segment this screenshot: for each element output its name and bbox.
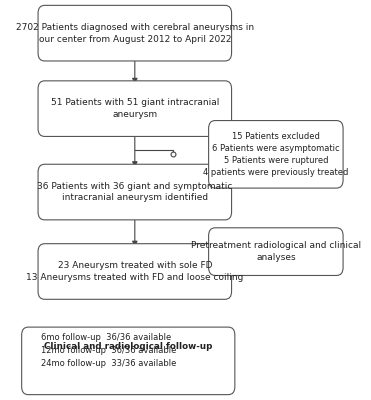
Text: 24mo follow-up  33/36 available: 24mo follow-up 33/36 available [41, 359, 177, 368]
FancyBboxPatch shape [209, 120, 343, 188]
Text: 6mo follow-up  36/36 available: 6mo follow-up 36/36 available [41, 333, 172, 342]
Text: 2702 Patients diagnosed with cerebral aneurysms in
our center from August 2012 t: 2702 Patients diagnosed with cerebral an… [16, 23, 254, 44]
Text: Pretreatment radiological and clinical
analyses: Pretreatment radiological and clinical a… [191, 241, 361, 262]
Text: 15 Patients excluded
6 Patients were asymptomatic
5 Patients were ruptured
4 pat: 15 Patients excluded 6 Patients were asy… [203, 132, 348, 176]
FancyBboxPatch shape [38, 5, 232, 61]
Text: Clinical and radiological follow-up: Clinical and radiological follow-up [44, 342, 213, 351]
FancyBboxPatch shape [209, 228, 343, 276]
FancyBboxPatch shape [38, 81, 232, 136]
FancyBboxPatch shape [22, 327, 235, 395]
Text: 51 Patients with 51 giant intracranial
aneurysm: 51 Patients with 51 giant intracranial a… [50, 98, 219, 119]
FancyBboxPatch shape [38, 164, 232, 220]
Text: 12mo follow-up  36/36 available: 12mo follow-up 36/36 available [41, 346, 177, 355]
Text: 36 Patients with 36 giant and symptomatic
intracranial aneurysm identified: 36 Patients with 36 giant and symptomati… [37, 182, 233, 202]
Text: 23 Aneurysm treated with sole FD
13 Aneurysms treated with FD and loose coiling: 23 Aneurysm treated with sole FD 13 Aneu… [26, 261, 243, 282]
FancyBboxPatch shape [38, 244, 232, 299]
